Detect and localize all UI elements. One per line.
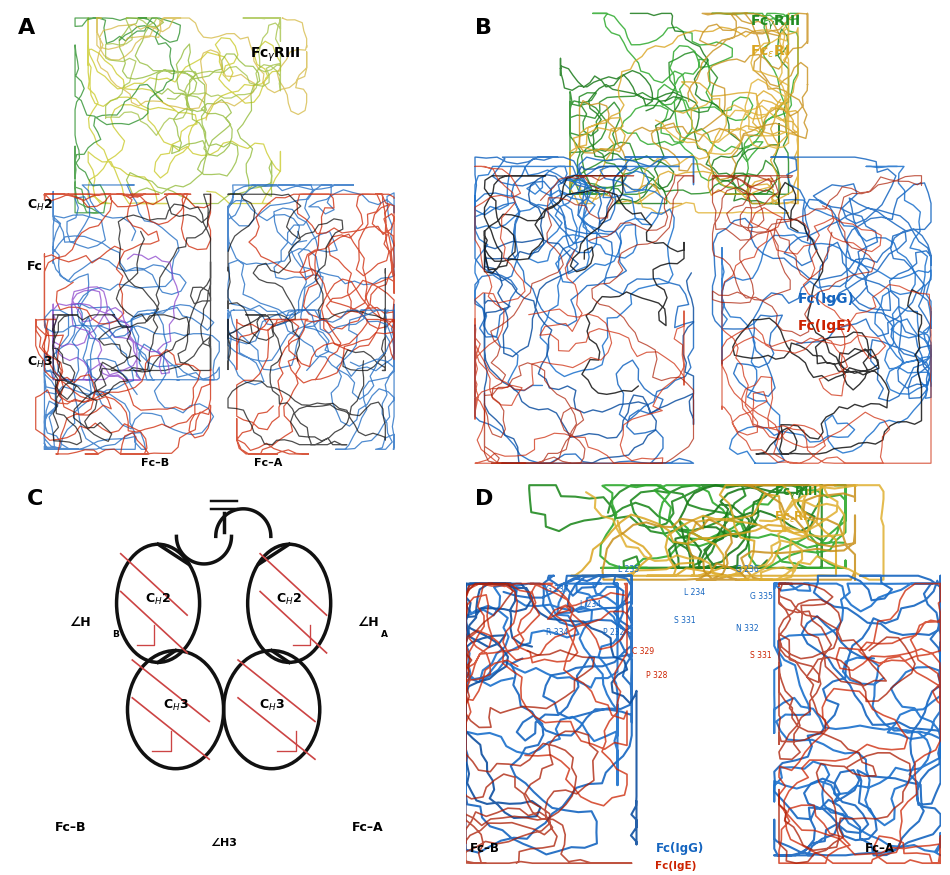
Text: C: C	[27, 489, 44, 509]
Text: A: A	[381, 630, 388, 640]
Text: Fc(IgE): Fc(IgE)	[798, 319, 853, 333]
Text: Fc: Fc	[27, 260, 43, 273]
Text: Fc–A: Fc–A	[864, 843, 895, 856]
Text: R 334: R 334	[546, 628, 569, 637]
Text: Fc$_\epsilon$RI: Fc$_\epsilon$RI	[774, 509, 808, 524]
Text: Fc–B: Fc–B	[141, 458, 169, 468]
Text: B: B	[112, 630, 119, 640]
Text: Fc(IgG): Fc(IgG)	[798, 291, 855, 305]
Text: C$_H$2: C$_H$2	[145, 592, 171, 607]
Text: A: A	[18, 18, 35, 38]
Text: G 236: G 236	[736, 565, 759, 574]
Text: G 335: G 335	[750, 592, 773, 601]
Text: P 232: P 232	[603, 628, 625, 637]
Text: L 234: L 234	[684, 588, 705, 598]
Text: Fc$_\epsilon$RI: Fc$_\epsilon$RI	[750, 44, 790, 60]
Text: C$_H$2: C$_H$2	[276, 592, 302, 607]
Text: C$_H$3: C$_H$3	[162, 698, 188, 713]
Text: L 234: L 234	[580, 600, 600, 609]
Text: Fc$_\gamma$RIII: Fc$_\gamma$RIII	[774, 484, 818, 500]
Text: Fc–A: Fc–A	[255, 458, 282, 468]
Text: Fc(IgG): Fc(IgG)	[656, 843, 704, 856]
Text: C$_H$3: C$_H$3	[27, 355, 53, 370]
Text: S 331: S 331	[750, 651, 772, 661]
Text: C 329: C 329	[632, 648, 654, 656]
Text: Fc–B: Fc–B	[470, 843, 500, 856]
Text: ∠H3: ∠H3	[210, 838, 238, 849]
Text: Fc(IgE): Fc(IgE)	[656, 861, 697, 872]
Text: ∠H: ∠H	[68, 617, 90, 629]
Text: N 332: N 332	[736, 624, 759, 633]
Text: P 328: P 328	[646, 671, 667, 680]
Text: Fc$_\gamma$RIII: Fc$_\gamma$RIII	[250, 46, 301, 65]
Text: Fc$_\gamma$RIII: Fc$_\gamma$RIII	[750, 14, 802, 31]
Text: Fc–B: Fc–B	[55, 822, 86, 834]
Text: L 235: L 235	[618, 565, 638, 574]
Text: C$_H$2: C$_H$2	[27, 198, 53, 213]
Text: Fc–A: Fc–A	[352, 822, 384, 834]
Text: G 237: G 237	[546, 584, 569, 593]
Text: C$_H$3: C$_H$3	[258, 698, 285, 713]
Text: S 331: S 331	[674, 616, 696, 625]
Text: D: D	[475, 489, 493, 509]
Text: ∠H: ∠H	[357, 617, 378, 629]
Text: B: B	[475, 18, 492, 38]
